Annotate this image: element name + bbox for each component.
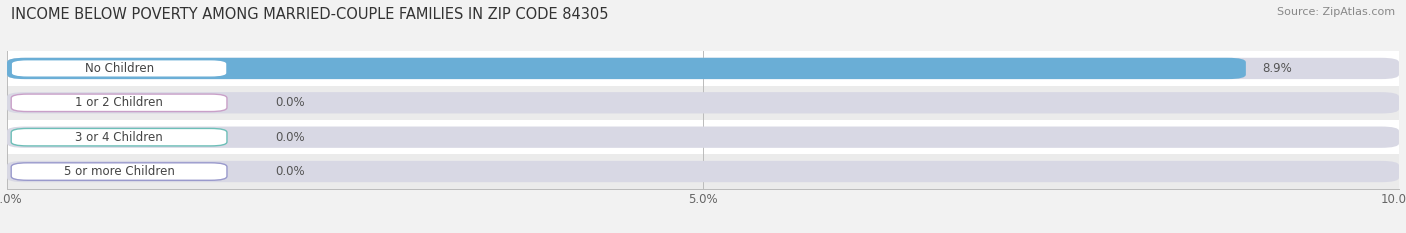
FancyBboxPatch shape xyxy=(11,94,226,112)
FancyBboxPatch shape xyxy=(11,163,226,180)
Text: 5 or more Children: 5 or more Children xyxy=(63,165,174,178)
FancyBboxPatch shape xyxy=(7,92,1399,113)
Text: No Children: No Children xyxy=(84,62,153,75)
Text: INCOME BELOW POVERTY AMONG MARRIED-COUPLE FAMILIES IN ZIP CODE 84305: INCOME BELOW POVERTY AMONG MARRIED-COUPL… xyxy=(11,7,609,22)
FancyBboxPatch shape xyxy=(7,58,1399,79)
FancyBboxPatch shape xyxy=(11,128,226,146)
Bar xyxy=(7,120,1399,154)
FancyBboxPatch shape xyxy=(7,58,1246,79)
FancyBboxPatch shape xyxy=(7,161,1399,182)
Text: 0.0%: 0.0% xyxy=(276,131,305,144)
Text: 0.0%: 0.0% xyxy=(276,96,305,109)
Text: 3 or 4 Children: 3 or 4 Children xyxy=(75,131,163,144)
Bar xyxy=(7,154,1399,189)
Bar xyxy=(7,86,1399,120)
FancyBboxPatch shape xyxy=(7,127,1399,148)
Text: 1 or 2 Children: 1 or 2 Children xyxy=(75,96,163,109)
FancyBboxPatch shape xyxy=(11,60,226,77)
Text: 0.0%: 0.0% xyxy=(276,165,305,178)
Bar xyxy=(7,51,1399,86)
Text: Source: ZipAtlas.com: Source: ZipAtlas.com xyxy=(1277,7,1395,17)
Text: 8.9%: 8.9% xyxy=(1263,62,1292,75)
